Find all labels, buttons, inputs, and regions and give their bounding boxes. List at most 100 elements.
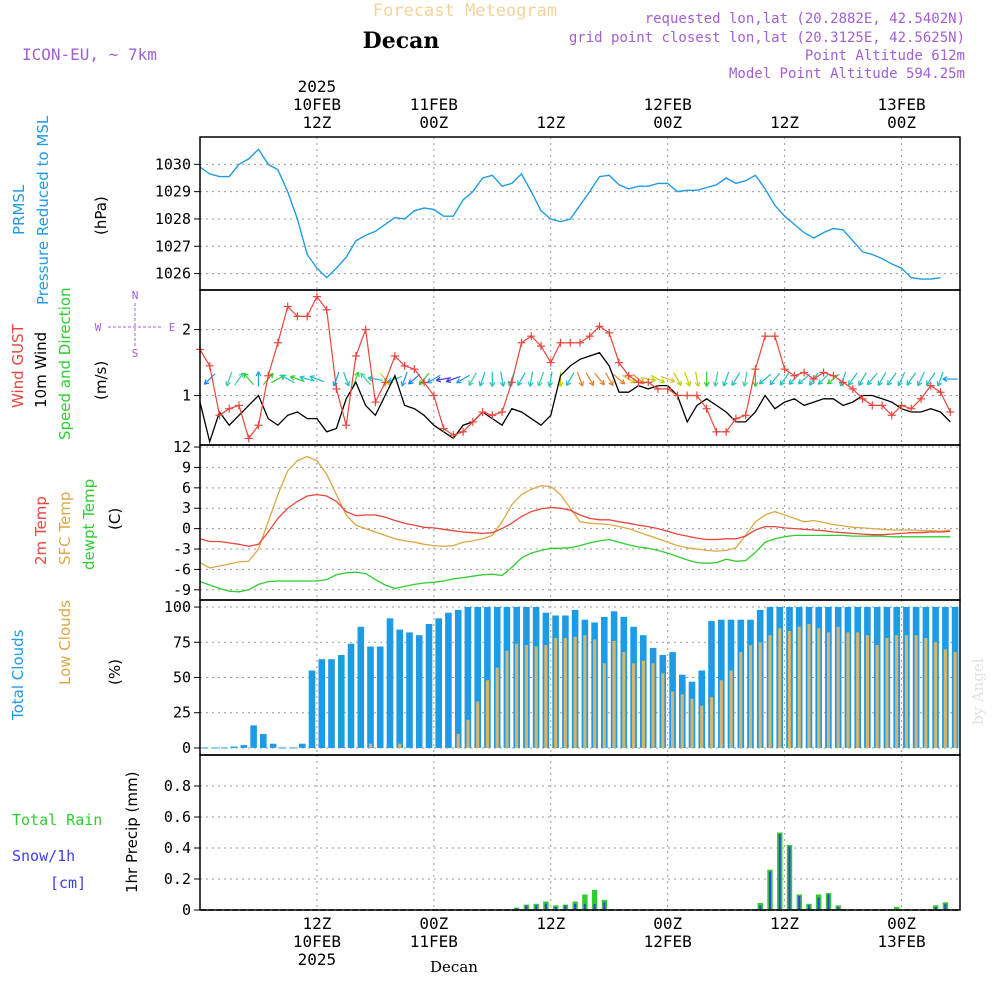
- gust-marker: [692, 391, 701, 400]
- sfc-label: SFC Temp: [56, 492, 74, 565]
- wind-arrow-head: [529, 382, 534, 387]
- low-cloud-bar: [573, 636, 577, 748]
- wind-arrow-shaft: [387, 375, 403, 383]
- wind-arrow-head: [917, 382, 923, 387]
- gust-marker: [917, 394, 926, 403]
- wind-arrow-shaft: [906, 372, 917, 386]
- total-cloud-bar: [435, 618, 442, 748]
- wind-arrow: [594, 372, 605, 386]
- low-cloud-bar: [680, 694, 684, 748]
- wind-arrow: [456, 374, 470, 384]
- wind-arrow-shaft: [360, 372, 371, 386]
- y-tick-label: -9: [173, 581, 191, 599]
- wind-arrow-head: [743, 382, 748, 387]
- snow-bar: [788, 846, 791, 910]
- wind-arrow-head: [517, 382, 523, 387]
- wind-arrow-head: [489, 381, 493, 387]
- gust-marker: [400, 361, 409, 370]
- wind-arrow-head: [400, 381, 403, 387]
- wind-arrow-head: [608, 382, 614, 387]
- total-cloud-bar: [299, 743, 306, 748]
- wind-arrow-head: [818, 382, 824, 385]
- wind-arrow-shaft: [651, 374, 665, 384]
- wind-arrow-head: [499, 382, 504, 387]
- wind-arrow-head: [937, 382, 943, 387]
- wind-arrow-shaft: [858, 372, 867, 386]
- precip-labels: Total Rain Snow/1h [cm] 1hr Precip (mm): [12, 772, 141, 893]
- wind-arrow-head: [779, 380, 782, 386]
- wind-arrow: [694, 371, 701, 387]
- wind-arrow-shaft: [714, 371, 719, 387]
- wind-arrow-head: [309, 375, 315, 378]
- wind-arrow: [769, 372, 781, 386]
- wind-arrow-head: [758, 378, 762, 385]
- low-cloud-bar: [671, 691, 675, 748]
- wind-arrow-head: [581, 381, 584, 387]
- y-tick-label: 1029: [155, 183, 191, 201]
- snow-bar: [544, 903, 547, 910]
- gust-marker: [887, 411, 896, 420]
- gust-marker: [624, 371, 633, 380]
- top-time-label: 00Z: [653, 113, 682, 132]
- wind-arrow: [817, 373, 830, 385]
- total-cloud-bar: [464, 607, 472, 748]
- wind-arrow-head: [268, 372, 274, 376]
- wind-arrow-head: [309, 376, 314, 381]
- snow-bar: [798, 896, 801, 910]
- low-cloud-bar: [856, 632, 860, 748]
- wind-arrow: [360, 372, 371, 386]
- gust-marker: [907, 404, 916, 413]
- wind-panel: 12: [182, 289, 961, 446]
- wind-arrow: [255, 371, 262, 387]
- total-cloud-bar: [250, 725, 257, 748]
- low-cloud-bar: [485, 680, 489, 748]
- y-tick-label: 0.8: [164, 777, 191, 795]
- precip-axis-label: 1hr Precip (mm): [123, 772, 141, 893]
- gust-marker: [936, 388, 945, 397]
- low-cloud-bar: [476, 701, 480, 748]
- rain-label: Total Rain: [12, 811, 102, 829]
- wind-arrow-head: [456, 378, 460, 384]
- wind10-label: 10m Wind: [32, 332, 50, 408]
- low-cloud-bar: [904, 635, 908, 748]
- wind-arrow: [537, 371, 545, 387]
- temp-unit: (C): [106, 508, 124, 530]
- compass-north: N: [132, 289, 139, 302]
- wind-arrow-shaft: [887, 372, 897, 386]
- snow-label: Snow/1h: [12, 847, 75, 865]
- wind-arrow-head: [827, 378, 830, 385]
- gust-marker: [780, 365, 789, 374]
- wind-arrow-head: [925, 380, 928, 386]
- gust-marker: [761, 332, 770, 341]
- wind-arrow-head: [651, 376, 656, 381]
- wind-arrow-head: [723, 382, 728, 387]
- wind-arrow-head: [559, 381, 564, 387]
- wind-arrow-head: [759, 382, 765, 385]
- top-time-label: 11FEB: [410, 95, 458, 114]
- wind-arrow: [289, 375, 305, 383]
- top-time-label: 12Z: [770, 113, 799, 132]
- gust-marker: [858, 394, 867, 403]
- wind-arrow: [343, 371, 351, 387]
- wind-arrow-head: [257, 371, 262, 377]
- gust-marker: [946, 408, 955, 417]
- compass-west: W: [95, 321, 102, 334]
- wind-arrow-head: [588, 382, 594, 387]
- wind-arrow-head: [641, 378, 645, 385]
- gust-marker: [673, 391, 682, 400]
- y-tick-label: -3: [173, 540, 191, 558]
- wind-arrow-head: [694, 382, 699, 387]
- total-cloud-bar: [396, 629, 403, 748]
- total-cloud-bar: [376, 646, 384, 748]
- wind-arrow-head: [468, 382, 474, 387]
- snow-bar: [778, 834, 781, 910]
- gust-marker: [410, 365, 419, 374]
- bottom-time-label: 12Z: [770, 914, 799, 933]
- wind-arrow: [779, 372, 790, 386]
- wind-arrow-head: [808, 380, 811, 386]
- low-cloud-bar: [885, 638, 889, 748]
- wind-unit: (m/s): [92, 361, 110, 400]
- gust-marker: [312, 292, 321, 301]
- gust-marker: [770, 332, 779, 341]
- total-cloud-bar: [357, 626, 365, 748]
